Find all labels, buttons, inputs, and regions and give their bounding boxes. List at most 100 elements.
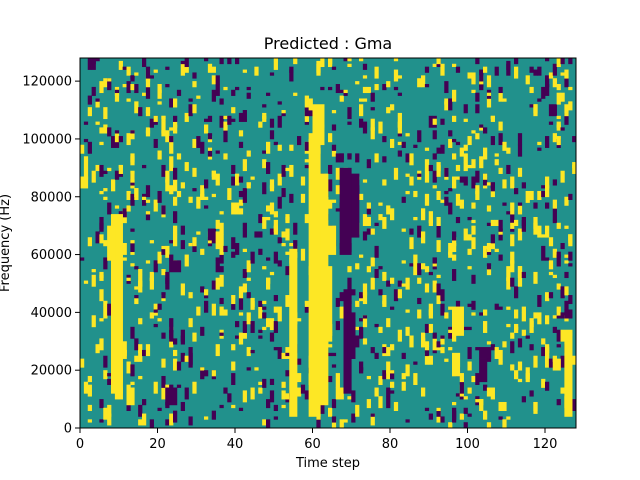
heatmap-cell-high (331, 199, 337, 203)
heatmap-cell-high (537, 225, 542, 238)
heatmap-cell-low (273, 295, 278, 302)
heatmap-cell-low (432, 349, 437, 354)
heatmap-cell-low (335, 153, 340, 163)
heatmap-cell-high (157, 89, 162, 99)
heatmap-cell-high (498, 167, 503, 174)
heatmap-cell-high (502, 419, 507, 429)
heatmap-cell-low (459, 176, 464, 183)
heatmap-cell-high (169, 127, 174, 131)
heatmap-cell-low (374, 245, 379, 258)
heatmap-cell-high (521, 312, 526, 322)
heatmap-cell-low (463, 422, 468, 429)
heatmap-cell-high (440, 335, 445, 345)
heatmap-cell-low (238, 176, 244, 183)
heatmap-cell-high (405, 309, 410, 313)
heatmap-cell-high (188, 318, 193, 328)
heatmap-cell-low (568, 295, 573, 302)
heatmap-cell-high (87, 419, 92, 423)
heatmap-cell-low (219, 332, 224, 336)
heatmap-cell-high (262, 159, 267, 169)
heatmap-cell-low (300, 384, 306, 394)
heatmap-cell-high (246, 150, 251, 157)
heatmap-cell-high (413, 190, 418, 198)
heatmap-cell-high (339, 387, 344, 394)
heatmap-cell-low (533, 69, 538, 76)
heatmap-cell-high (176, 190, 182, 198)
heatmap-cell-high (498, 121, 503, 131)
heatmap-cell-low (390, 370, 395, 380)
heatmap-cell-low (366, 159, 371, 163)
heatmap-cell-high (452, 254, 457, 261)
heatmap-cell-low (215, 84, 220, 96)
heatmap-cell-low (397, 92, 402, 96)
heatmap-cell-high (200, 248, 205, 255)
heatmap-cell-low (328, 179, 333, 192)
heatmap-cell-high (204, 124, 209, 134)
heatmap-cell-high (153, 199, 158, 212)
heatmap-cell-high (486, 266, 492, 276)
heatmap-cell-high (204, 196, 209, 200)
heatmap-cell-low (254, 231, 263, 238)
heatmap-cell-high (463, 396, 468, 400)
heatmap-cell-high (401, 373, 406, 380)
heatmap-cell-high (285, 228, 290, 235)
heatmap-cell-high (312, 104, 325, 140)
heatmap-cell-low (335, 321, 340, 331)
heatmap-cell-low (231, 164, 236, 174)
heatmap-cell-low (173, 410, 178, 423)
heatmap-cell-low (440, 335, 445, 339)
heatmap-cell-high (545, 185, 550, 198)
heatmap-cell-low (114, 89, 120, 94)
heatmap-cell-high (211, 303, 216, 316)
heatmap-cell-high (246, 182, 251, 186)
heatmap-cell-low (107, 373, 112, 377)
heatmap-cell-high (517, 361, 523, 371)
heatmap-cell-high (452, 115, 457, 122)
heatmap-cell-high (258, 381, 263, 385)
x-tick-label: 0 (76, 437, 84, 452)
heatmap-cell-high (436, 162, 441, 172)
heatmap-cell-low (428, 271, 433, 276)
heatmap-cell-high (246, 277, 251, 281)
heatmap-cell-low (417, 263, 422, 276)
heatmap-cell-high (328, 407, 333, 417)
heatmap-cell-high (440, 347, 445, 354)
heatmap-cell-high (541, 234, 546, 238)
heatmap-cell-high (335, 167, 340, 180)
heatmap-cell-low (227, 393, 232, 403)
heatmap-cell-high (556, 58, 561, 68)
heatmap-cell-high (362, 75, 368, 79)
heatmap-cell-high (91, 170, 96, 183)
heatmap-cell-high (223, 153, 228, 160)
heatmap-cell-low (467, 216, 472, 221)
heatmap-cell-high (510, 202, 515, 215)
plot-area (79, 57, 577, 429)
heatmap-cell-low (95, 98, 100, 102)
heatmap-cell-high (533, 271, 538, 284)
heatmap-cell-low (490, 182, 495, 189)
heatmap-cell-low (269, 332, 275, 342)
heatmap-cell-high (545, 176, 550, 189)
heatmap-cell-low (173, 167, 178, 180)
heatmap-cell-low (378, 289, 383, 296)
heatmap-cell-high (99, 271, 104, 279)
heatmap-cell-high (169, 164, 174, 172)
heatmap-cell-low (486, 222, 492, 227)
heatmap-cell-low (242, 190, 247, 203)
heatmap-cell-low (548, 292, 554, 299)
heatmap-cell-high (285, 295, 290, 307)
heatmap-cell-high (475, 190, 480, 200)
heatmap-cell-low (215, 257, 220, 261)
heatmap-cell-high (533, 355, 538, 368)
heatmap-cell-high (517, 228, 523, 241)
heatmap-cell-low (335, 208, 340, 212)
heatmap-cell-high (452, 243, 457, 253)
heatmap-cell-high (149, 312, 154, 319)
heatmap-cell-high (390, 208, 395, 221)
heatmap-cell-high (486, 341, 492, 345)
heatmap-cell-low (273, 416, 278, 420)
heatmap-cell-low (560, 58, 565, 65)
heatmap-cell-low (417, 173, 422, 177)
heatmap-cell-low (463, 104, 468, 114)
heatmap-cell-low (339, 153, 344, 160)
